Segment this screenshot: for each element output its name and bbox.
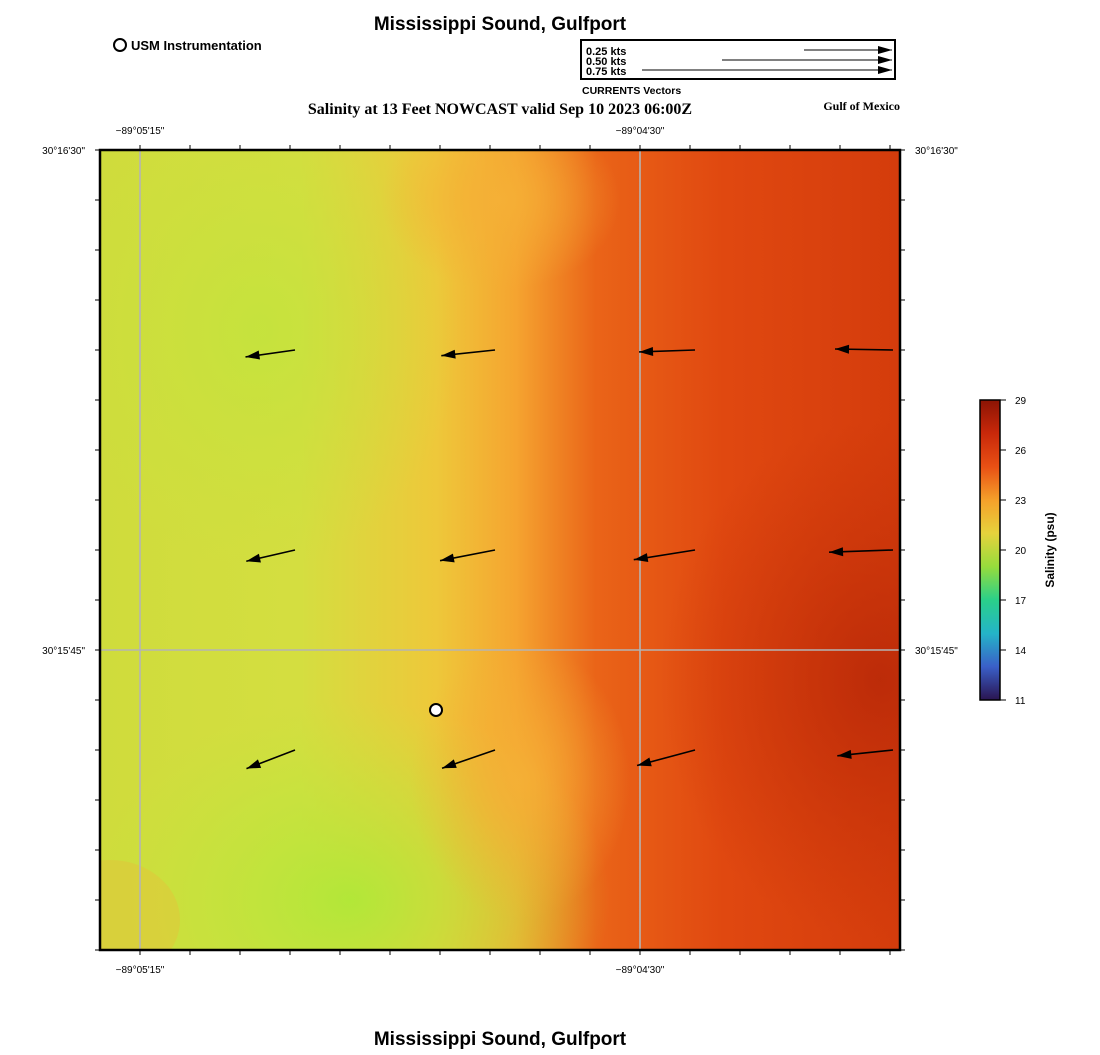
footer-title: Mississippi Sound, Gulfport bbox=[374, 1029, 627, 1050]
lon-top-label-1: −89°05'15" bbox=[116, 126, 165, 137]
current-vector-head bbox=[440, 553, 455, 563]
vector-scale-label-2: 0.50 kts bbox=[586, 56, 626, 68]
frame-ticks bbox=[95, 145, 905, 955]
colorbar-tick-label: 14 bbox=[1015, 646, 1027, 657]
graticule bbox=[100, 150, 900, 950]
current-vector bbox=[245, 349, 296, 360]
current-vector-head bbox=[246, 759, 262, 769]
lon-top-label-2: −89°04'30" bbox=[616, 126, 665, 137]
map-title: Mississippi Sound, Gulfport bbox=[374, 14, 627, 35]
vector-scale-arrowhead bbox=[878, 56, 892, 64]
map-subtitle: Salinity at 13 Feet NOWCAST valid Sep 10… bbox=[308, 101, 692, 118]
current-vector bbox=[837, 749, 894, 759]
axis-labels: −89°05'15" −89°04'30" −89°05'15" −89°04'… bbox=[42, 126, 958, 976]
colorbar-label: Salinity (psu) bbox=[1043, 512, 1057, 587]
region-label: Gulf of Mexico bbox=[823, 99, 900, 113]
colorbar-tick-label: 11 bbox=[1015, 696, 1026, 707]
current-vector-head bbox=[441, 349, 456, 359]
current-vector-head bbox=[837, 749, 852, 759]
current-vector-head bbox=[639, 346, 654, 356]
current-vector bbox=[246, 549, 296, 563]
current-vector bbox=[834, 344, 894, 354]
colorbar-ramp bbox=[979, 399, 1001, 701]
vector-scale-arrowhead bbox=[878, 66, 892, 74]
lat-right-label-2: 30°15'45" bbox=[915, 646, 958, 657]
vector-scale-arrows bbox=[642, 46, 892, 74]
station-marker[interactable] bbox=[429, 703, 443, 717]
lat-right-label-1: 30°16'30" bbox=[915, 146, 958, 157]
current-vector-head bbox=[829, 547, 844, 557]
current-vector bbox=[441, 349, 496, 359]
vector-scale-arrowhead bbox=[878, 46, 892, 54]
vector-legend: 0.25 kts 0.50 kts 0.75 kts CURRENTS Vect… bbox=[580, 39, 896, 97]
colorbar-ticks: 29 26 23 20 17 14 11 bbox=[1000, 396, 1027, 707]
colorbar-tick-label: 26 bbox=[1015, 446, 1027, 457]
lat-left-label-1: 30°16'30" bbox=[42, 146, 85, 157]
current-vectors bbox=[245, 344, 894, 770]
station-legend-label: USM Instrumentation bbox=[131, 38, 262, 53]
current-vector bbox=[246, 749, 296, 770]
colorbar-tick-label: 20 bbox=[1015, 546, 1027, 557]
current-vector-head bbox=[835, 344, 850, 354]
vector-scale-label-1: 0.25 kts bbox=[586, 46, 626, 58]
lon-bottom-label-2: −89°04'30" bbox=[616, 965, 665, 976]
current-vector-head bbox=[245, 350, 260, 360]
lon-bottom-label-1: −89°05'15" bbox=[116, 965, 165, 976]
current-vector bbox=[636, 749, 696, 767]
salinity-field bbox=[100, 150, 900, 950]
lat-left-label-2: 30°15'45" bbox=[42, 646, 85, 657]
station-legend: USM Instrumentation bbox=[113, 38, 262, 53]
current-vector bbox=[439, 549, 496, 563]
colorbar-tick-label: 17 bbox=[1015, 596, 1027, 607]
colorbar: 29 26 23 20 17 14 11 Salinity (psu) bbox=[979, 396, 1057, 707]
current-vector bbox=[829, 547, 894, 557]
colorbar-tick-label: 29 bbox=[1015, 396, 1027, 407]
current-vector-head bbox=[637, 757, 652, 767]
vector-scale-label-3: 0.75 kts bbox=[586, 66, 626, 78]
current-vector bbox=[639, 346, 696, 356]
station-legend-icon bbox=[113, 38, 127, 52]
current-vector bbox=[633, 549, 696, 562]
current-vector-head bbox=[246, 553, 261, 563]
colorbar-tick-label: 23 bbox=[1015, 496, 1027, 507]
vector-legend-title: CURRENTS Vectors bbox=[582, 85, 681, 97]
current-vector-head bbox=[442, 759, 457, 769]
current-vector bbox=[441, 749, 496, 769]
current-vector-head bbox=[633, 553, 649, 562]
